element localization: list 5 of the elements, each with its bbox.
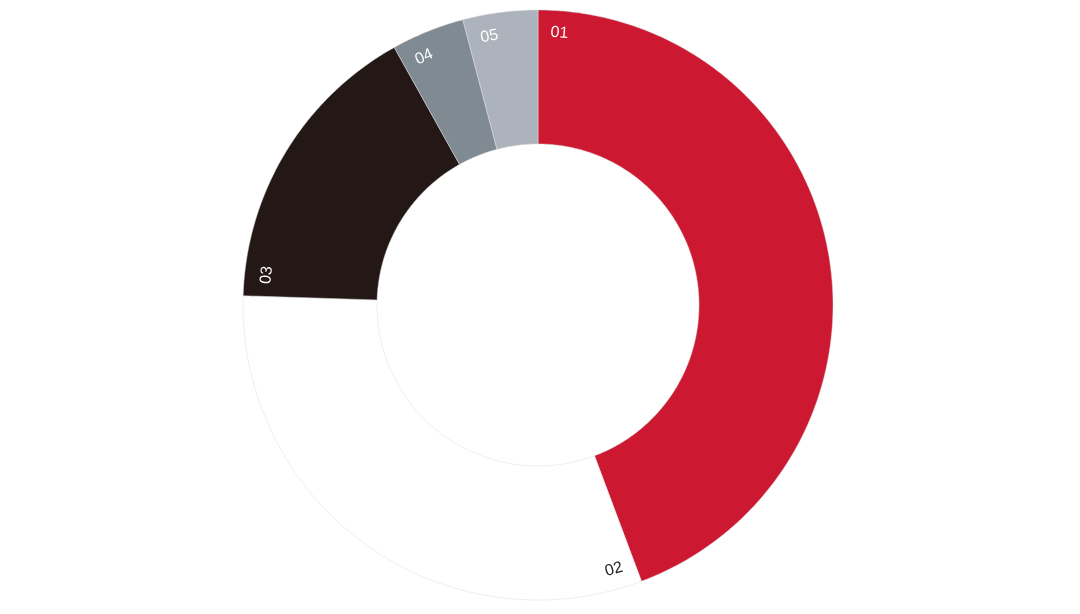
slice-label: 04 bbox=[415, 48, 433, 64]
slice-label: 05 bbox=[480, 28, 498, 42]
slice-label: 01 bbox=[551, 25, 568, 38]
slice-label: 02 bbox=[605, 561, 623, 576]
slice-label: 03 bbox=[259, 266, 272, 284]
